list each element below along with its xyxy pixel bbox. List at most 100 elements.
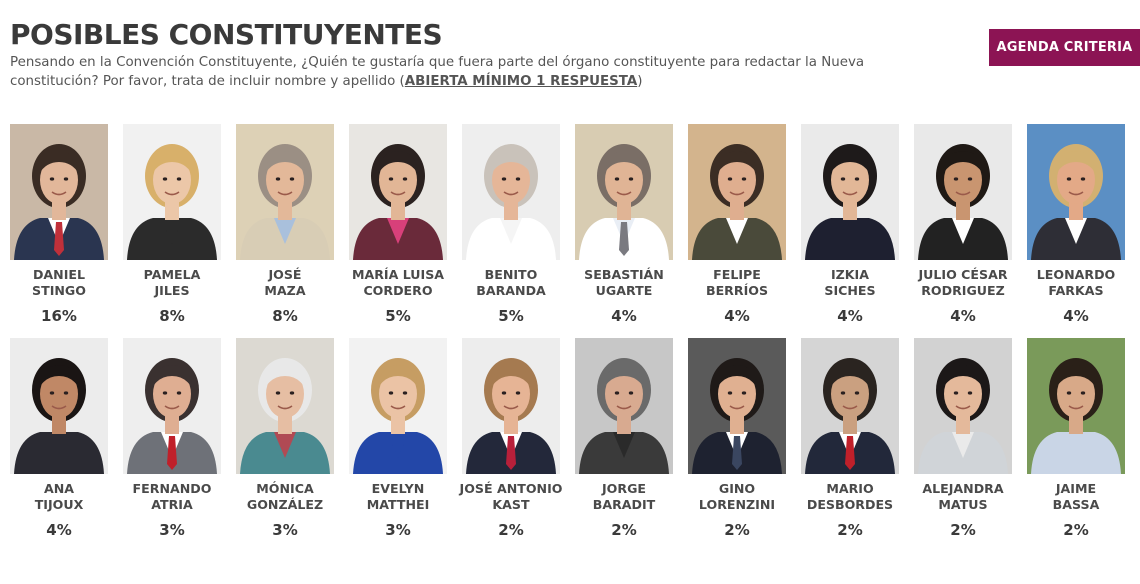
portrait-image — [1027, 124, 1125, 260]
candidate-card: BENITO BARANDA 5% — [462, 124, 575, 338]
agenda-criteria-button[interactable]: AGENDA CRITERIA — [989, 29, 1140, 66]
candidate-photo — [575, 124, 673, 260]
candidate-card: IZKIA SICHES 4% — [801, 124, 914, 338]
candidates-grid: DANIEL STINGO 16% PAMELA JILES 8% JOSÉ MAZA 8% MA… — [10, 124, 1132, 552]
open-answer-link[interactable]: ABIERTA MÍNIMO 1 RESPUESTA — [404, 74, 638, 89]
candidate-first-name: EVELYN — [371, 481, 425, 496]
candidate-name: LEONARDO FARKAS — [1021, 267, 1131, 299]
candidate-last-name: MAZA — [264, 283, 306, 298]
candidate-name: JAIME BASSA — [1021, 481, 1131, 513]
candidate-first-name: MARIO — [826, 481, 874, 496]
candidate-last-name: ATRIA — [151, 497, 193, 512]
candidate-percent: 2% — [1063, 521, 1089, 539]
candidate-first-name: FELIPE — [713, 267, 761, 282]
candidate-name: FELIPE BERRÍOS — [682, 267, 792, 299]
candidate-last-name: DESBORDES — [806, 497, 894, 512]
candidate-card: FERNANDO ATRIA 3% — [123, 338, 236, 552]
candidate-last-name: SICHES — [824, 283, 876, 298]
portrait-image — [688, 338, 786, 474]
portrait-image — [914, 124, 1012, 260]
candidate-photo — [575, 338, 673, 474]
candidate-card: EVELYN MATTHEI 3% — [349, 338, 462, 552]
candidate-name: BENITO BARANDA — [456, 267, 566, 299]
portrait-image — [462, 124, 560, 260]
candidate-card: GINO LORENZINI 2% — [688, 338, 801, 552]
question-text: Pensando en la Convención Constituyente,… — [10, 53, 940, 91]
candidate-photo — [349, 124, 447, 260]
candidate-card: JULIO CÉSAR RODRIGUEZ 4% — [914, 124, 1027, 338]
candidate-first-name: JORGE — [601, 481, 647, 496]
candidate-card: MARIO DESBORDES 2% — [801, 338, 914, 552]
candidate-card: DANIEL STINGO 16% — [10, 124, 123, 338]
candidate-first-name: BENITO — [484, 267, 538, 282]
candidate-name: DANIEL STINGO — [4, 267, 114, 299]
candidate-last-name: MATTHEI — [366, 497, 430, 512]
candidate-name: JORGE BARADIT — [569, 481, 679, 513]
candidate-first-name: JAIME — [1055, 481, 1097, 496]
candidate-name: PAMELA JILES — [117, 267, 227, 299]
portrait-image — [10, 338, 108, 474]
candidate-first-name: GINO — [718, 481, 756, 496]
candidate-card: JAIME BASSA 2% — [1027, 338, 1140, 552]
candidate-first-name: JOSÉ — [268, 267, 302, 282]
candidate-percent: 5% — [498, 307, 524, 325]
portrait-image — [349, 338, 447, 474]
portrait-image — [1027, 338, 1125, 474]
portrait-image — [914, 338, 1012, 474]
candidate-first-name: DANIEL — [32, 267, 86, 282]
candidate-photo — [462, 124, 560, 260]
candidate-card: JOSÉ ANTONIO KAST 2% — [460, 338, 575, 552]
candidate-first-name: JULIO CÉSAR — [918, 267, 1008, 282]
candidate-name: SEBASTIÁN UGARTE — [569, 267, 679, 299]
candidate-last-name: STINGO — [32, 283, 86, 298]
candidate-card: ALEJANDRA MATUS 2% — [914, 338, 1027, 552]
candidate-first-name: IZKIA — [830, 267, 869, 282]
candidate-first-name: PAMELA — [143, 267, 201, 282]
candidate-photo — [349, 338, 447, 474]
candidate-name: JOSÉ ANTONIO KAST — [456, 481, 566, 513]
candidate-name: MARIO DESBORDES — [795, 481, 905, 513]
candidate-percent: 2% — [498, 521, 524, 539]
candidate-percent: 2% — [950, 521, 976, 539]
candidate-percent: 4% — [1063, 307, 1089, 325]
candidate-last-name: FARKAS — [1048, 283, 1104, 298]
candidate-name: IZKIA SICHES — [795, 267, 905, 299]
candidate-photo — [123, 338, 221, 474]
portrait-image — [801, 338, 899, 474]
portrait-image — [236, 124, 334, 260]
candidate-photo — [688, 338, 786, 474]
candidate-name: GINO LORENZINI — [682, 481, 792, 513]
candidate-first-name: MARÍA LUISA — [351, 267, 445, 282]
portrait-image — [10, 124, 108, 260]
candidate-last-name: BERRÍOS — [705, 283, 769, 298]
candidate-last-name: BARANDA — [476, 283, 546, 298]
candidate-photo — [688, 124, 786, 260]
candidate-card: JOSÉ MAZA 8% — [236, 124, 349, 338]
candidate-first-name: JOSÉ ANTONIO — [459, 481, 563, 496]
candidate-last-name: BARADIT — [592, 497, 656, 512]
candidate-last-name: RODRIGUEZ — [921, 283, 1005, 298]
candidate-percent: 3% — [159, 521, 185, 539]
candidate-name: EVELYN MATTHEI — [343, 481, 453, 513]
candidate-card: LEONARDO FARKAS 4% — [1027, 124, 1140, 338]
candidate-percent: 4% — [46, 521, 72, 539]
candidate-name: JULIO CÉSAR RODRIGUEZ — [908, 267, 1018, 299]
portrait-image — [575, 124, 673, 260]
portrait-image — [123, 124, 221, 260]
question-end: ) — [637, 74, 643, 89]
candidate-first-name: MÓNICA — [256, 481, 314, 496]
candidate-photo — [236, 338, 334, 474]
candidate-name: ALEJANDRA MATUS — [908, 481, 1018, 513]
portrait-image — [349, 124, 447, 260]
candidate-percent: 4% — [724, 307, 750, 325]
candidate-last-name: TIJOUX — [34, 497, 84, 512]
candidate-card: FELIPE BERRÍOS 4% — [688, 124, 801, 338]
candidate-percent: 5% — [385, 307, 411, 325]
candidate-name: FERNANDO ATRIA — [117, 481, 227, 513]
candidate-percent: 2% — [611, 521, 637, 539]
candidate-first-name: FERNANDO — [132, 481, 212, 496]
candidate-percent: 8% — [159, 307, 185, 325]
candidate-last-name: KAST — [492, 497, 530, 512]
portrait-image — [462, 338, 560, 474]
candidate-photo — [1027, 338, 1125, 474]
